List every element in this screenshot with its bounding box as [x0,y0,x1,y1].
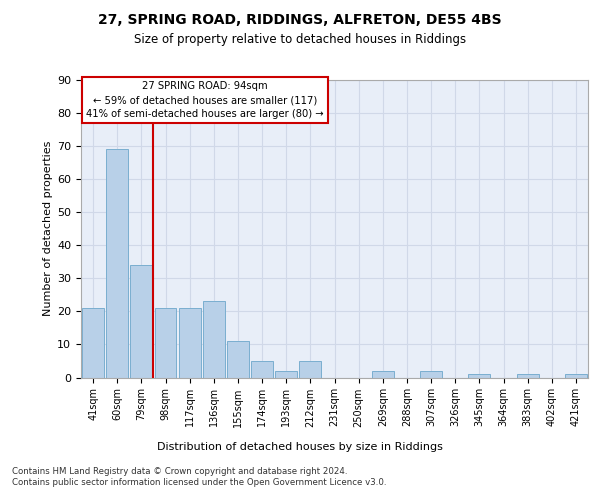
Bar [299,361,321,378]
Bar [203,302,224,378]
Bar [420,371,442,378]
Bar [155,308,176,378]
Bar [82,308,104,378]
Text: 27, SPRING ROAD, RIDDINGS, ALFRETON, DE55 4BS: 27, SPRING ROAD, RIDDINGS, ALFRETON, DE5… [98,12,502,26]
Bar [565,374,587,378]
Text: 27 SPRING ROAD: 94sqm
← 59% of detached houses are smaller (117)
41% of semi-det: 27 SPRING ROAD: 94sqm ← 59% of detached … [86,82,324,120]
Text: Distribution of detached houses by size in Riddings: Distribution of detached houses by size … [157,442,443,452]
Bar [106,150,128,378]
Bar [469,374,490,378]
Text: Contains HM Land Registry data © Crown copyright and database right 2024.
Contai: Contains HM Land Registry data © Crown c… [12,468,386,487]
Bar [517,374,539,378]
Bar [372,371,394,378]
Bar [251,361,273,378]
Y-axis label: Number of detached properties: Number of detached properties [43,141,53,316]
Text: Size of property relative to detached houses in Riddings: Size of property relative to detached ho… [134,32,466,46]
Bar [179,308,200,378]
Bar [227,341,249,378]
Bar [130,265,152,378]
Bar [275,371,297,378]
